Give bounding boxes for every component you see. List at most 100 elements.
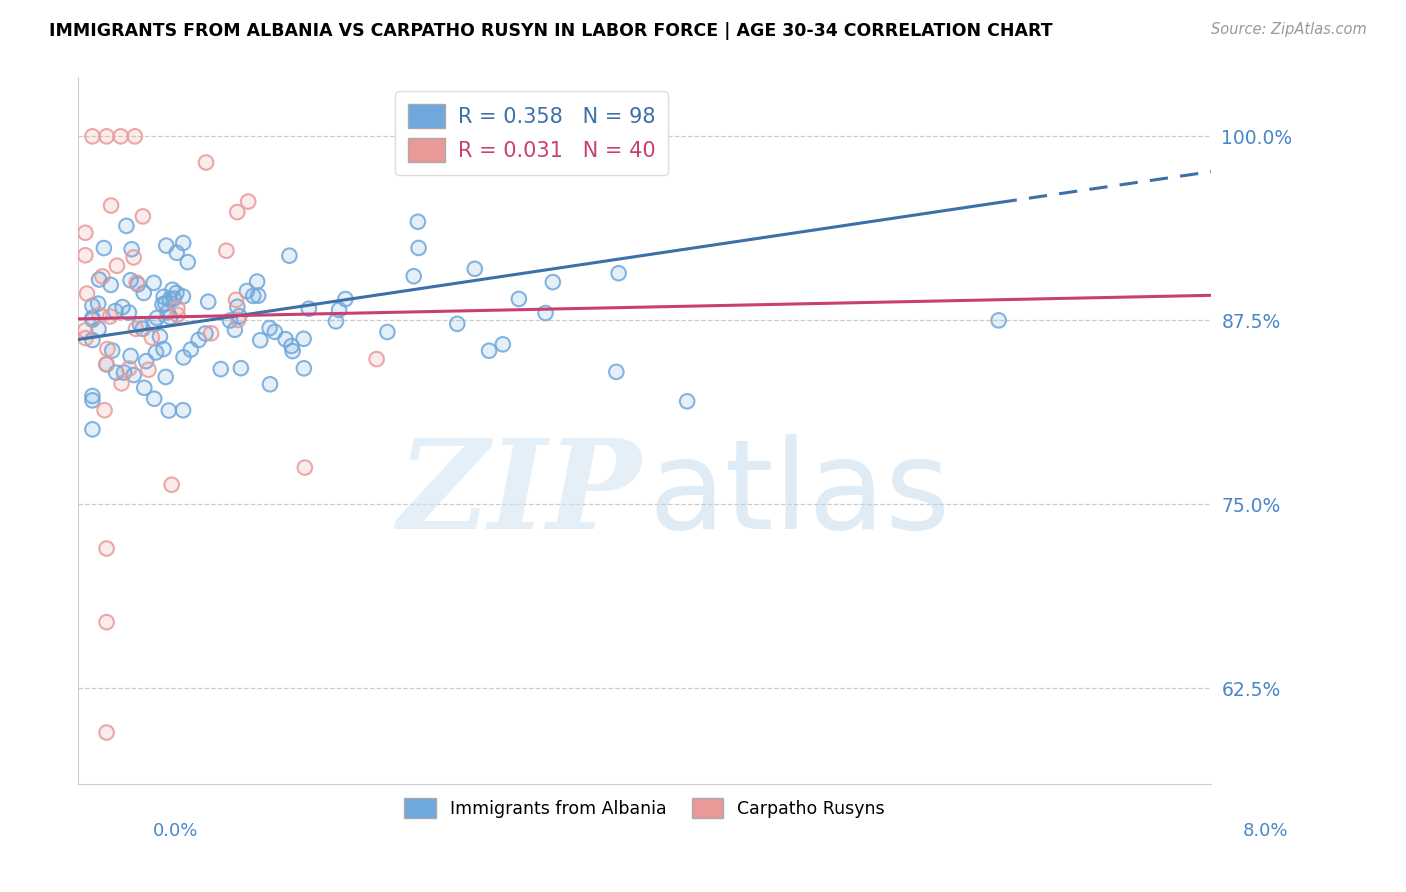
Point — [155, 238, 177, 252]
Point — [508, 292, 530, 306]
Point — [82, 310, 104, 325]
Point — [155, 296, 177, 310]
Point — [226, 313, 249, 327]
Point — [155, 296, 177, 310]
Point — [541, 275, 564, 289]
Point — [82, 422, 104, 436]
Point — [96, 615, 118, 629]
Point — [141, 330, 163, 344]
Point — [93, 241, 115, 255]
Point — [194, 326, 217, 341]
Point — [124, 129, 146, 144]
Point — [76, 286, 98, 301]
Point — [278, 249, 301, 263]
Point — [247, 288, 270, 302]
Point — [225, 293, 247, 307]
Point — [541, 275, 564, 289]
Point — [159, 310, 181, 325]
Point — [294, 460, 316, 475]
Point — [156, 305, 179, 319]
Point — [172, 235, 194, 250]
Point — [121, 242, 143, 256]
Point — [155, 370, 177, 384]
Point — [132, 322, 155, 336]
Point — [122, 368, 145, 382]
Point — [104, 304, 127, 318]
Point — [82, 310, 104, 325]
Point — [219, 313, 242, 327]
Point — [263, 325, 285, 339]
Point — [91, 269, 114, 284]
Point — [162, 283, 184, 297]
Point — [215, 244, 238, 258]
Point — [120, 273, 142, 287]
Point — [194, 326, 217, 341]
Point — [377, 325, 399, 339]
Point — [607, 266, 630, 280]
Point — [152, 342, 174, 356]
Point — [328, 302, 350, 317]
Point — [534, 306, 557, 320]
Point — [987, 313, 1010, 327]
Point — [149, 329, 172, 343]
Point — [166, 301, 188, 316]
Point — [166, 308, 188, 322]
Point — [236, 284, 259, 298]
Point — [143, 392, 166, 406]
Point — [292, 361, 315, 376]
Point — [259, 377, 281, 392]
Point — [145, 345, 167, 359]
Point — [87, 272, 110, 286]
Point — [93, 403, 115, 417]
Point — [75, 248, 97, 262]
Point — [118, 361, 141, 376]
Point — [82, 312, 104, 326]
Point — [132, 210, 155, 224]
Point — [605, 365, 627, 379]
Point — [138, 363, 160, 377]
Point — [209, 362, 232, 376]
Point — [446, 317, 468, 331]
Point — [75, 323, 97, 337]
Point — [280, 339, 302, 353]
Point — [100, 277, 122, 292]
Point — [141, 330, 163, 344]
Point — [156, 305, 179, 319]
Point — [249, 333, 271, 347]
Point — [159, 310, 181, 325]
Point — [238, 194, 260, 209]
Point — [209, 362, 232, 376]
Point — [238, 194, 260, 209]
Point — [110, 129, 132, 144]
Point — [274, 332, 297, 346]
Point — [134, 381, 156, 395]
Point — [152, 342, 174, 356]
Point — [165, 285, 187, 300]
Point — [82, 393, 104, 408]
Point — [135, 354, 157, 368]
Point — [146, 310, 169, 325]
Point — [224, 323, 246, 337]
Point — [118, 305, 141, 319]
Point — [162, 283, 184, 297]
Point — [149, 329, 172, 343]
Point — [101, 343, 124, 358]
Point — [142, 276, 165, 290]
Point — [228, 309, 250, 323]
Point — [135, 354, 157, 368]
Point — [96, 342, 118, 356]
Text: Source: ZipAtlas.com: Source: ZipAtlas.com — [1211, 22, 1367, 37]
Point — [159, 293, 181, 307]
Point — [96, 129, 118, 144]
Point — [142, 276, 165, 290]
Text: atlas: atlas — [648, 434, 950, 555]
Text: 8.0%: 8.0% — [1243, 822, 1288, 840]
Point — [125, 276, 148, 290]
Point — [82, 333, 104, 347]
Point — [100, 198, 122, 212]
Point — [152, 290, 174, 304]
Point — [110, 129, 132, 144]
Point — [166, 245, 188, 260]
Point — [138, 363, 160, 377]
Point — [118, 361, 141, 376]
